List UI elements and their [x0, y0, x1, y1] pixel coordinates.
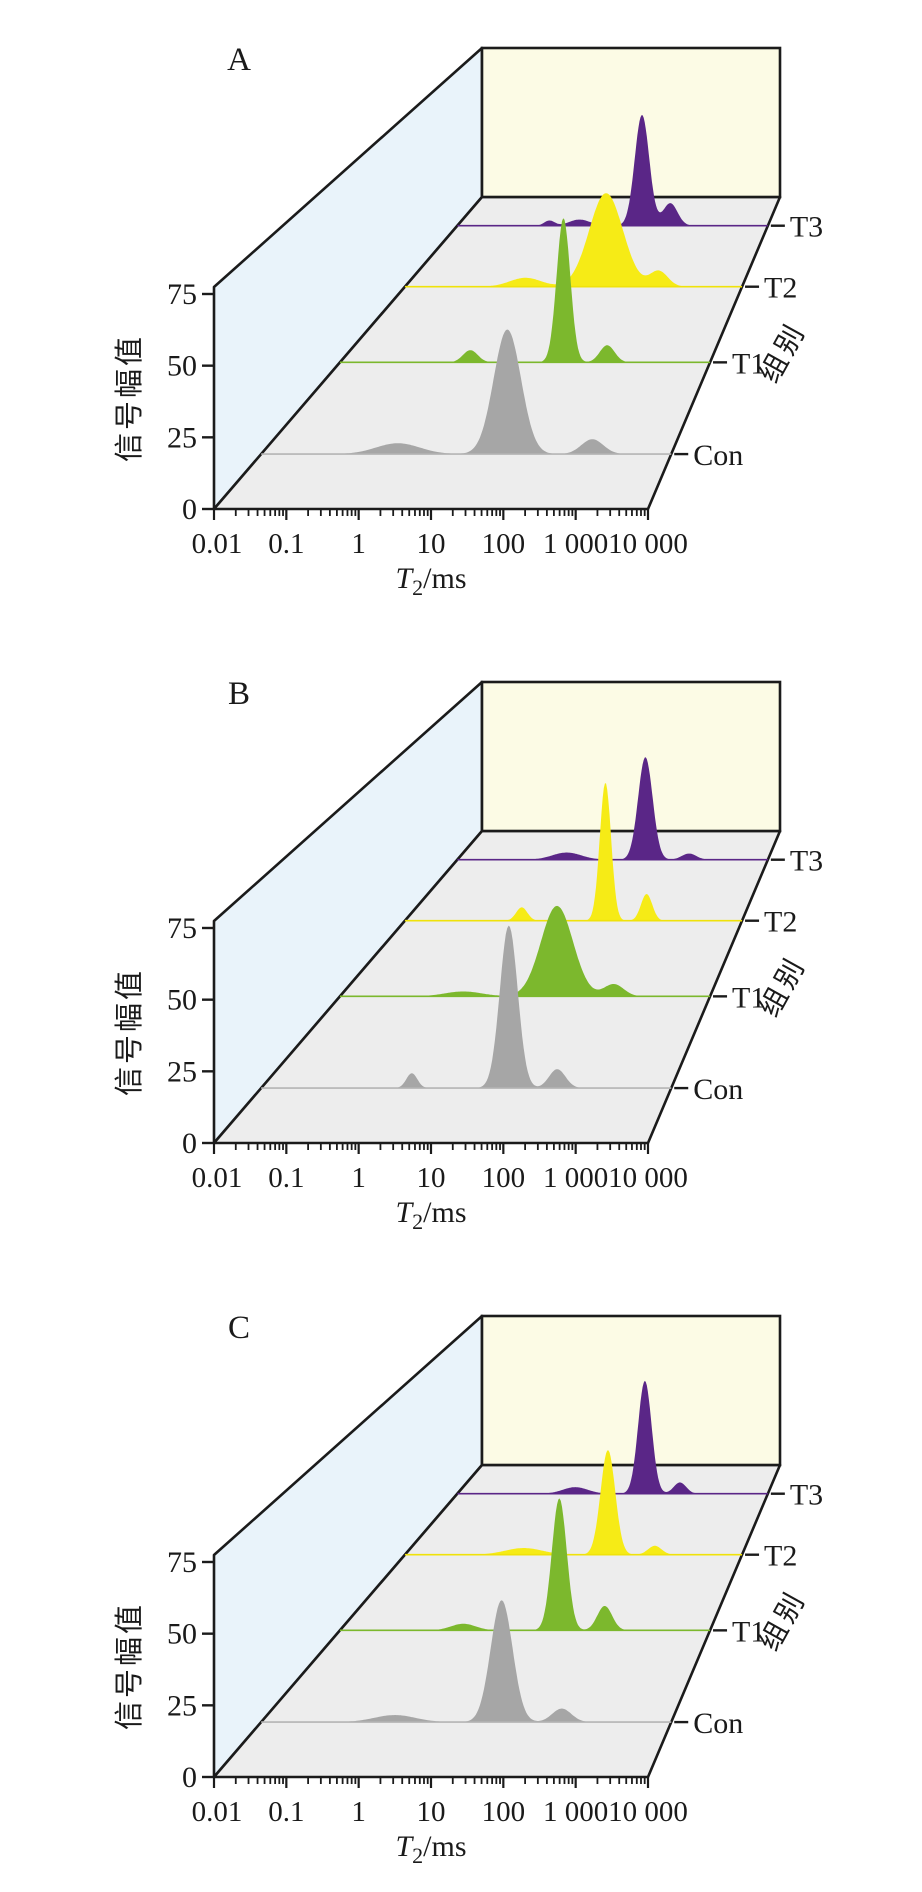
x-tick-label: 100	[482, 528, 526, 560]
x-tick-label: 10	[417, 1162, 446, 1194]
x-tick-label: 1	[351, 528, 366, 560]
row-con	[261, 329, 672, 455]
x-tick-label: 10	[417, 528, 446, 560]
y-axis-title: 信号幅值	[113, 334, 146, 462]
y-tick-label: 75	[167, 912, 197, 945]
y-tick-label: 0	[182, 1761, 197, 1794]
panel-a: Con T1 T2 T3 0.01 0.1 1 10 100 1 000 10 000 T2/ms 0 2…	[113, 42, 823, 600]
x-tick-label: 0.1	[268, 1796, 304, 1828]
x-tick-label: 10	[417, 1796, 446, 1828]
y-tick-label: 75	[167, 278, 197, 311]
group-label-t1: T1	[732, 347, 765, 380]
x-tick-label: 10 000	[608, 528, 688, 560]
y-tick-label: 50	[167, 1618, 197, 1651]
x-tick-label: 1	[351, 1162, 366, 1194]
y-tick-label: 0	[182, 1127, 197, 1160]
x-tick-label: 0.1	[268, 528, 304, 560]
panel-letter: B	[228, 676, 250, 712]
x-title-symbol: T	[395, 1830, 414, 1863]
y-tick-label: 75	[167, 1546, 197, 1579]
x-tick-label: 0.01	[192, 528, 243, 560]
y-axis-title: 信号幅值	[113, 968, 146, 1096]
x-title-subscript: 2	[412, 1843, 423, 1868]
group-label-t1: T1	[732, 981, 765, 1014]
x-tick-label: 100	[482, 1796, 526, 1828]
x-tick-label: 100	[482, 1162, 526, 1194]
group-label-con: Con	[693, 439, 743, 472]
panel-letter: A	[227, 42, 251, 78]
row-t1	[339, 218, 711, 364]
x-tick-label: 1 000	[543, 528, 608, 560]
x-tick-label: 0.1	[268, 1162, 304, 1194]
panel-letter: C	[228, 1310, 250, 1346]
x-axis-title: T2/ms	[395, 1196, 466, 1234]
x-tick-label: 1 000	[543, 1162, 608, 1194]
group-label-con: Con	[693, 1073, 743, 1106]
back-wall	[480, 680, 782, 833]
group-label-t1: T1	[732, 1615, 765, 1648]
group-label-t2: T2	[764, 1540, 797, 1573]
row-con	[261, 1600, 672, 1723]
row-t2	[404, 1450, 743, 1556]
row-t1	[339, 905, 711, 998]
row-t2	[404, 193, 743, 288]
panel-c: Con T1 T2 T3 0.01 0.1 1 10 100 1 000 10 000 T2/ms 0 2…	[113, 1310, 823, 1868]
row-t2	[404, 783, 743, 922]
group-label-t3: T3	[790, 845, 823, 878]
row-con	[261, 925, 672, 1089]
x-title-unit: /ms	[423, 1196, 466, 1229]
x-title-subscript: 2	[412, 575, 423, 600]
group-label-con: Con	[693, 1707, 743, 1740]
x-title-unit: /ms	[423, 562, 466, 595]
x-axis-title: T2/ms	[395, 562, 466, 600]
y-tick-label: 25	[167, 1689, 197, 1722]
group-label-t2: T2	[764, 906, 797, 939]
x-tick-label: 1	[351, 1796, 366, 1828]
x-tick-label: 10 000	[608, 1796, 688, 1828]
x-title-symbol: T	[395, 1196, 414, 1229]
x-tick-label: 10 000	[608, 1162, 688, 1194]
back-wall	[480, 46, 782, 199]
y-axis-title: 信号幅值	[113, 1602, 146, 1730]
x-tick-label: 0.01	[192, 1796, 243, 1828]
x-title-symbol: T	[395, 562, 414, 595]
x-title-subscript: 2	[412, 1209, 423, 1234]
y-tick-label: 50	[167, 350, 197, 383]
back-wall	[480, 1314, 782, 1467]
y-tick-label: 25	[167, 421, 197, 454]
x-tick-label: 1 000	[543, 1796, 608, 1828]
x-tick-label: 0.01	[192, 1162, 243, 1194]
x-axis-title: T2/ms	[395, 1830, 466, 1868]
group-label-t2: T2	[764, 272, 797, 305]
y-tick-label: 25	[167, 1055, 197, 1088]
row-t1	[339, 1498, 711, 1632]
group-label-t3: T3	[790, 1479, 823, 1512]
y-tick-label: 0	[182, 493, 197, 526]
row-t3	[457, 757, 768, 861]
y-tick-label: 50	[167, 984, 197, 1017]
panel-b: Con T1 T2 T3 0.01 0.1 1 10 100 1 000 10 000 T2/ms 0 2…	[113, 676, 823, 1234]
group-label-t3: T3	[790, 211, 823, 244]
x-title-unit: /ms	[423, 1830, 466, 1863]
